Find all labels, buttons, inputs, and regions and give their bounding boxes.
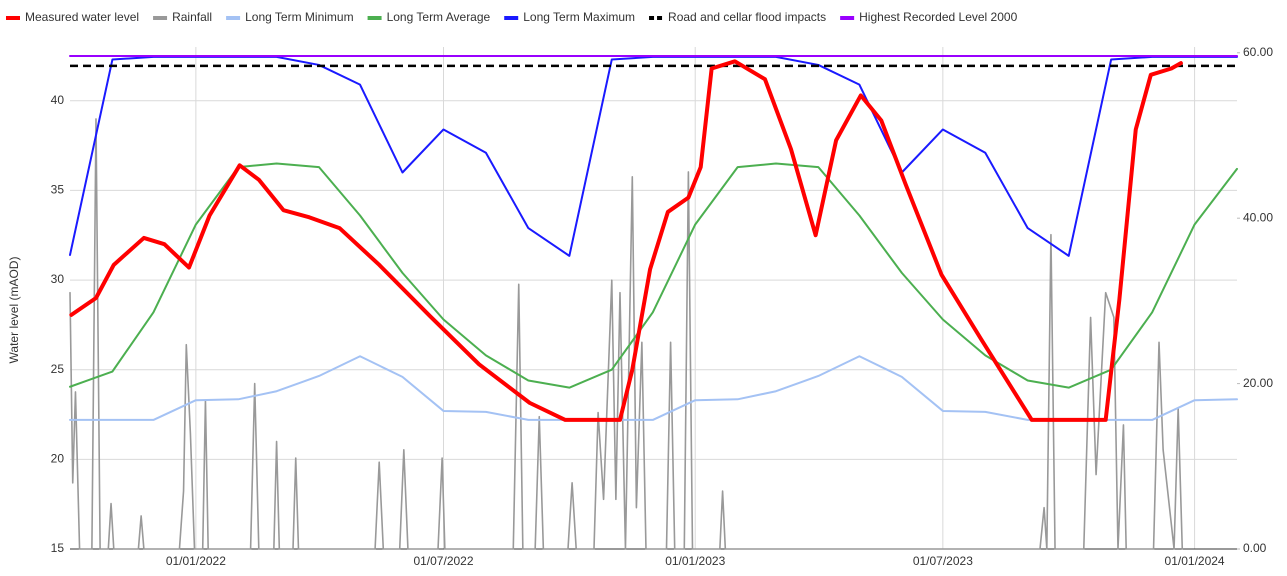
y2-tick-label: 0.00 xyxy=(1243,541,1267,555)
x-tick-label: 01/07/2022 xyxy=(413,554,473,568)
legend-label: Long Term Minimum xyxy=(245,10,353,24)
y-axis-title: Water level (mAOD) xyxy=(7,257,21,364)
x-tick-label: 01/01/2024 xyxy=(1165,554,1225,568)
y-tick-label: 30 xyxy=(51,272,65,286)
y-tick-label: 20 xyxy=(51,452,65,466)
legend-label: Rainfall xyxy=(172,10,212,24)
legend-label: Highest Recorded Level 2000 xyxy=(859,10,1017,24)
x-tick-label: 01/07/2023 xyxy=(913,554,973,568)
series-line xyxy=(69,355,1238,421)
y-tick-label: 35 xyxy=(51,183,65,197)
y2-tick-label: 40.00 xyxy=(1243,210,1273,224)
y2-tick-label: 60.00 xyxy=(1243,45,1273,59)
legend-label: Long Term Average xyxy=(387,10,491,24)
y-tick-label: 15 xyxy=(51,541,65,555)
series-line xyxy=(69,162,1238,389)
x-tick-label: 01/01/2022 xyxy=(166,554,226,568)
y-tick-label: 40 xyxy=(51,93,65,107)
y2-tick-label: 20.00 xyxy=(1243,376,1273,390)
y-tick-label: 25 xyxy=(51,362,65,376)
series-line xyxy=(69,55,1238,257)
legend-label: Road and cellar flood impacts xyxy=(668,10,826,24)
x-tick-label: 01/01/2023 xyxy=(665,554,725,568)
legend-label: Long Term Maximum xyxy=(523,10,635,24)
series-line xyxy=(69,118,1184,550)
legend-label: Measured water level xyxy=(25,10,139,24)
series-line xyxy=(69,59,1183,422)
